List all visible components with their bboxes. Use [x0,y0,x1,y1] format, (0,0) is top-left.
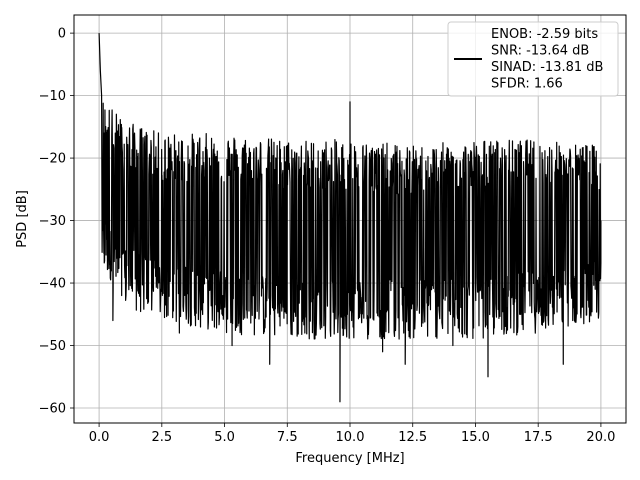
y-axis-ticks: 0 −10 −20 −30 −40 −50 −60 [39,27,74,417]
x-tick-label: 10.0 [336,430,365,445]
x-tick-label: 7.5 [277,430,298,445]
x-tick-label: 2.5 [151,430,172,445]
y-tick-label: −60 [39,402,66,417]
x-tick-label: 0.0 [89,430,110,445]
x-tick-label: 12.5 [398,430,427,445]
y-tick-label: 0 [58,27,66,42]
legend-sinad: SINAD: -13.81 dB [491,60,603,75]
legend: ENOB: -2.59 bits SNR: -13.64 dB SINAD: -… [447,21,619,97]
y-tick-label: −20 [39,152,66,167]
x-tick-label: 20.0 [586,430,615,445]
x-axis-ticks: 0.0 2.5 5.0 7.5 10.0 12.5 15.0 17.5 20.0 [89,423,615,445]
x-tick-label: 5.0 [214,430,235,445]
y-axis-label: PSD [dB] [15,190,30,248]
y-tick-label: −40 [39,277,66,292]
psd-series [98,33,602,403]
x-axis-label: Frequency [MHz] [295,451,404,466]
x-tick-label: 15.0 [461,430,490,445]
x-tick-label: 17.5 [524,430,553,445]
y-tick-label: −50 [39,339,66,354]
legend-sfdr: SFDR: 1.66 [491,77,563,92]
legend-box [447,21,619,97]
psd-trace [98,33,602,403]
y-tick-label: −10 [39,89,66,104]
y-tick-label: −30 [39,214,66,229]
legend-snr: SNR: -13.64 dB [491,44,589,59]
legend-enob: ENOB: -2.59 bits [491,27,598,42]
